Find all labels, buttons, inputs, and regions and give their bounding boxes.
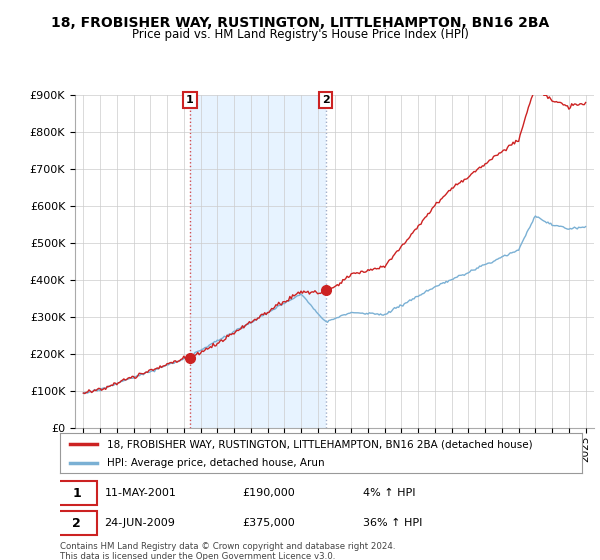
Text: 18, FROBISHER WAY, RUSTINGTON, LITTLEHAMPTON, BN16 2BA (detached house): 18, FROBISHER WAY, RUSTINGTON, LITTLEHAM…	[107, 439, 533, 449]
Text: Contains HM Land Registry data © Crown copyright and database right 2024.
This d: Contains HM Land Registry data © Crown c…	[60, 542, 395, 560]
Text: HPI: Average price, detached house, Arun: HPI: Average price, detached house, Arun	[107, 458, 325, 468]
Text: 4% ↑ HPI: 4% ↑ HPI	[363, 488, 415, 498]
Text: 2: 2	[73, 516, 81, 530]
Text: £190,000: £190,000	[242, 488, 295, 498]
Text: 1: 1	[186, 95, 194, 105]
Text: 24-JUN-2009: 24-JUN-2009	[104, 518, 175, 528]
FancyBboxPatch shape	[58, 482, 97, 505]
Text: 18, FROBISHER WAY, RUSTINGTON, LITTLEHAMPTON, BN16 2BA: 18, FROBISHER WAY, RUSTINGTON, LITTLEHAM…	[51, 16, 549, 30]
Bar	[190, 95, 326, 428]
Text: 1: 1	[73, 487, 81, 500]
Text: Price paid vs. HM Land Registry's House Price Index (HPI): Price paid vs. HM Land Registry's House …	[131, 28, 469, 41]
FancyBboxPatch shape	[58, 511, 97, 535]
Text: 11-MAY-2001: 11-MAY-2001	[104, 488, 176, 498]
Text: 2: 2	[322, 95, 329, 105]
Text: £375,000: £375,000	[242, 518, 295, 528]
Text: 36% ↑ HPI: 36% ↑ HPI	[363, 518, 422, 528]
